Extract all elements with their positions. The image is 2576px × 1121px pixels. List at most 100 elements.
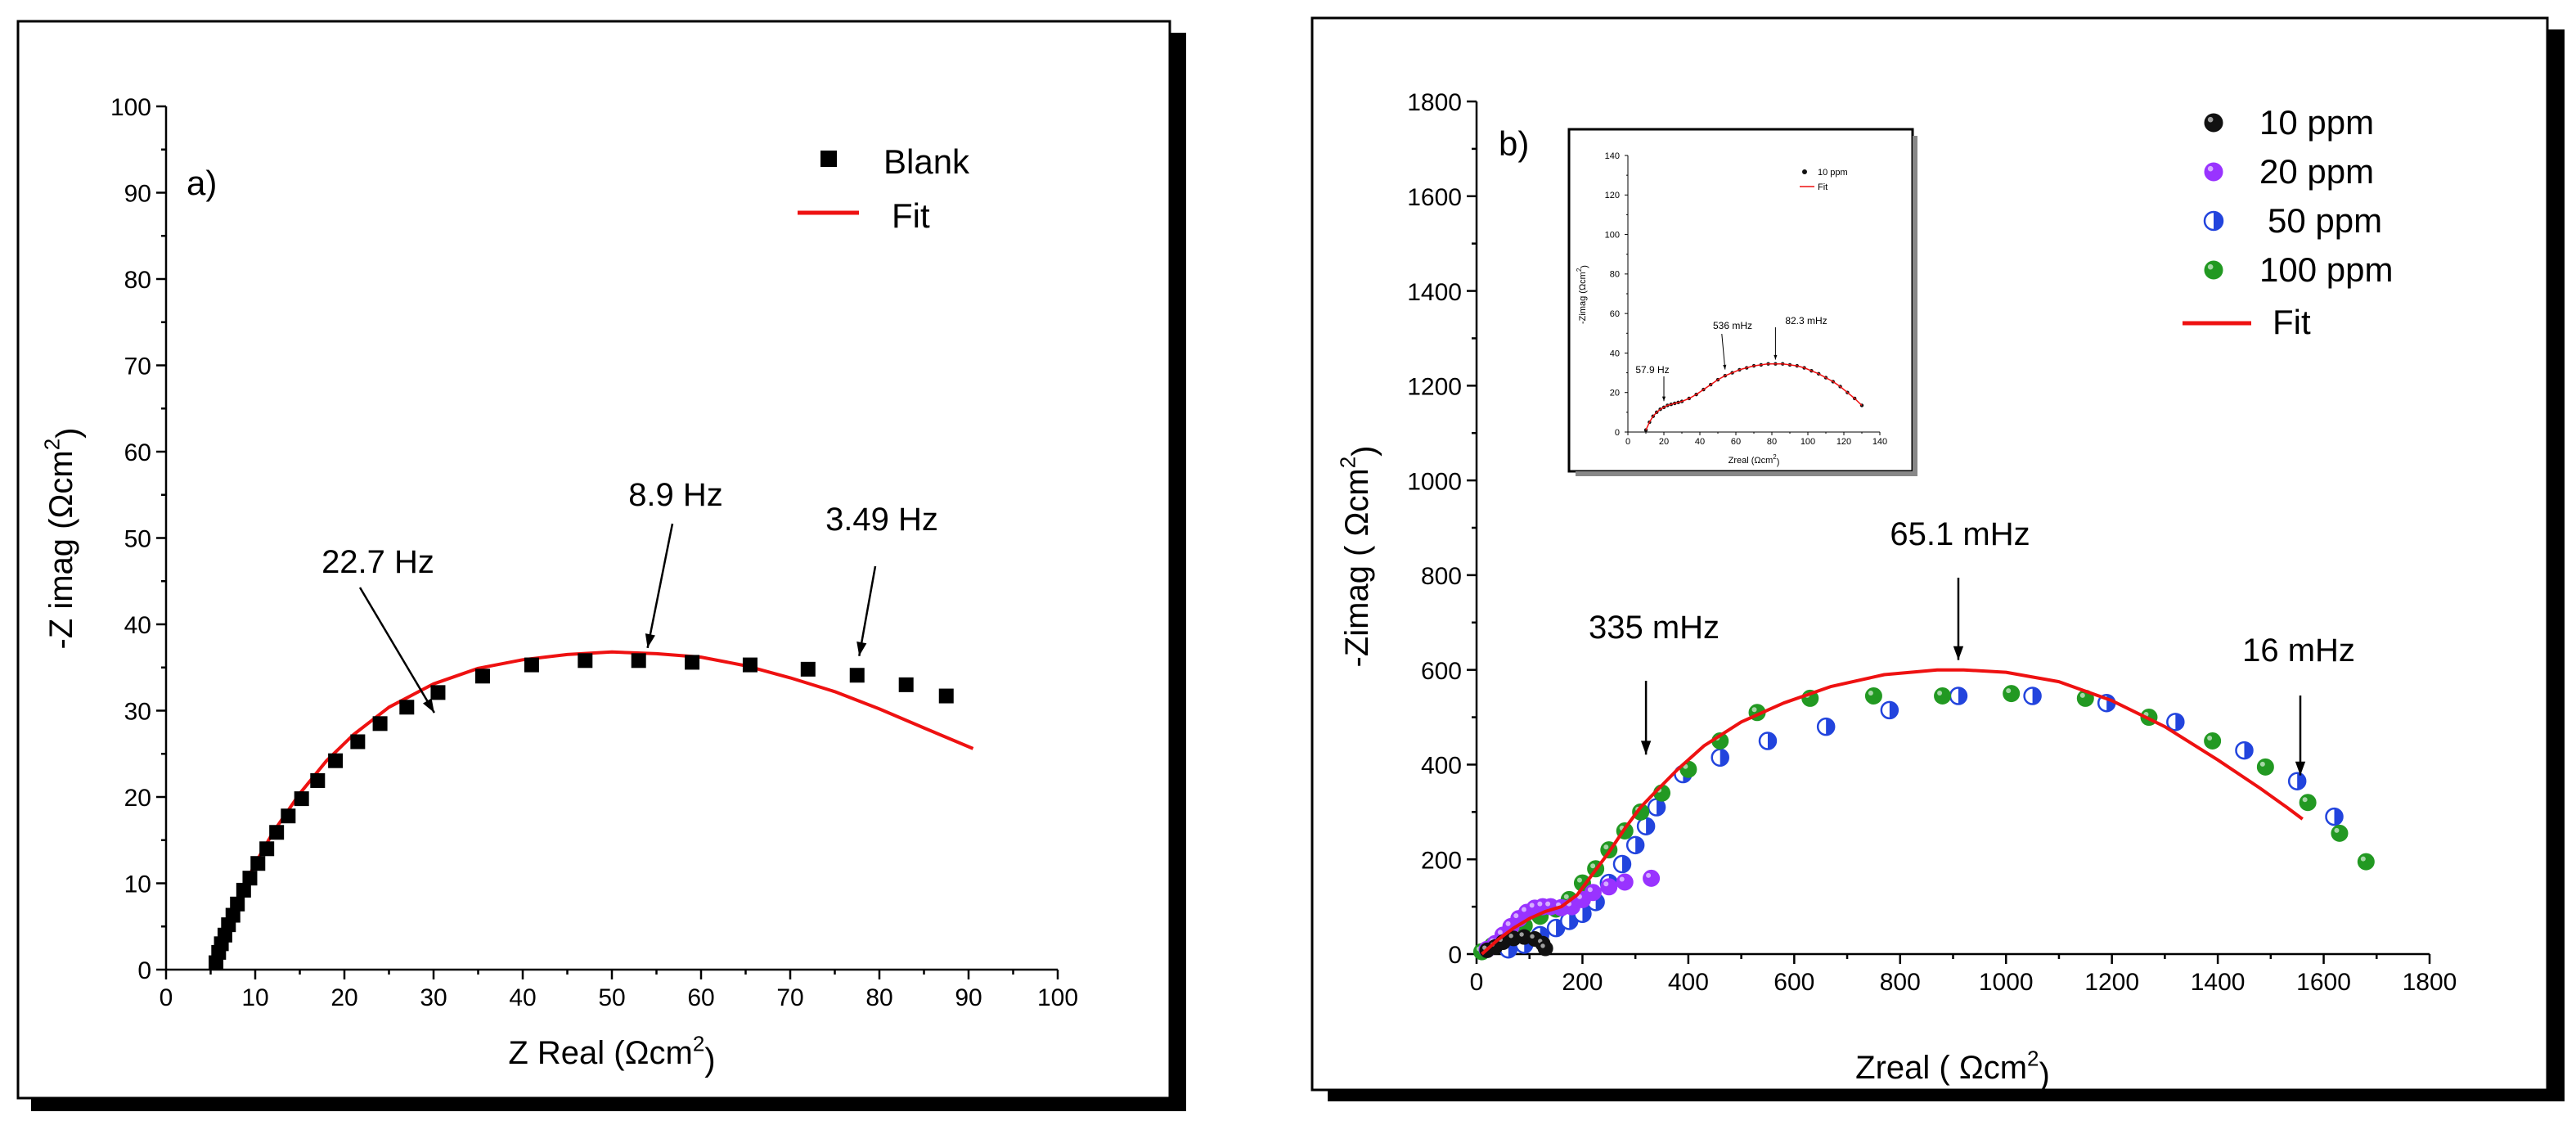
data-point-20ppm-highlight	[1619, 876, 1625, 882]
annotation-label: 22.7 Hz	[321, 544, 434, 580]
data-point-20ppm	[1643, 869, 1661, 887]
data-point-blank	[328, 753, 344, 768]
data-point-100ppm	[2357, 853, 2375, 871]
annotation-arrowhead	[856, 642, 867, 656]
annotation-arrow	[1721, 333, 1726, 370]
data-point-100ppm	[2204, 732, 2222, 750]
data-point-100ppm-highlight	[2207, 736, 2213, 741]
y-tick-label: 1000	[1407, 468, 1462, 495]
legend-label-blank: Blank	[883, 142, 970, 181]
y-tick-label: 1600	[1407, 184, 1462, 211]
data-point-50ppm-half	[1767, 732, 1776, 750]
x-tick-label: 60	[1731, 437, 1741, 447]
x-tick-label: 60	[687, 984, 714, 1011]
annotation-arrow	[646, 523, 674, 649]
inset-annotation-label: 57.9 Hz	[1635, 364, 1669, 376]
y-tick-label: 1200	[1407, 374, 1462, 401]
data-point-50ppm-half	[1657, 799, 1666, 816]
y-tick-label: 50	[124, 526, 151, 553]
y-tick-label: 100	[1605, 230, 1620, 240]
y-tick-label: 40	[1610, 349, 1620, 358]
data-point-100ppm	[2331, 824, 2349, 842]
x-tick-label: 400	[1668, 969, 1709, 996]
annotation-label: 3.49 Hz	[825, 502, 938, 538]
inset-y-axis-label: -Zimag (Ωcm2)	[1576, 265, 1589, 324]
data-point-blank	[350, 734, 366, 750]
x-axis-label: Z Real (Ωcm2)	[508, 1031, 715, 1078]
inset-annotation-label: 82.3 mHz	[1785, 315, 1827, 326]
y-axis-label: -Zimag ( Ωcm2)	[1335, 445, 1382, 667]
data-point-blank	[800, 661, 816, 677]
data-point-100ppm-highlight	[2259, 761, 2265, 767]
annotation-label: 16 mHz	[2242, 633, 2355, 669]
annotation-arrowhead	[422, 698, 434, 714]
y-tick-label: 0	[1615, 428, 1620, 438]
panel-a: 0 10 20 30 40 50 60 70 80 90 100 0 10 20 30 40 50 60 70 80 9…	[39, 94, 1078, 1078]
data-point-100ppm-highlight	[1937, 691, 1943, 696]
y-tick-label: 0	[137, 957, 151, 984]
data-point-100ppm	[1934, 687, 1952, 705]
legend-marker-20ppm	[2204, 162, 2223, 182]
inset-legend-label-10ppm: 10 ppm	[1818, 168, 1848, 178]
data-point-20ppm-highlight	[1521, 907, 1526, 912]
legend-label-100ppm: 100 ppm	[2259, 250, 2393, 289]
x-tick-label: 40	[509, 984, 536, 1011]
data-point-blank	[849, 668, 865, 683]
legend-label-10ppm: 10 ppm	[2259, 103, 2374, 142]
x-tick-label: 800	[1880, 969, 1921, 996]
annotation-arrowhead	[1661, 396, 1666, 402]
data-point-100ppm-highlight	[2360, 856, 2366, 862]
x-tick-label: 50	[598, 984, 625, 1011]
data-point-100ppm	[2299, 794, 2317, 812]
y-tick-label: 600	[1421, 658, 1462, 685]
series-line-fit	[1645, 362, 1863, 430]
data-point-50ppm-half	[2032, 687, 2041, 705]
inset-frame	[1567, 128, 1914, 473]
y-tick-label: 140	[1605, 151, 1620, 161]
x-tick-label: 1200	[2084, 969, 2139, 996]
annotation-arrowhead	[1723, 364, 1727, 370]
data-point-100ppm	[1864, 687, 1882, 705]
data-point-100ppm-highlight	[1563, 894, 1569, 899]
data-point-50ppm-half	[1958, 687, 1967, 705]
x-tick-label: 100	[1801, 437, 1815, 447]
panel-b: 0 200 400 600 800 1000 1200 1400 1600 18000200400…	[1335, 89, 2457, 1092]
data-point-20ppm-highlight	[1603, 881, 1609, 887]
data-point-100ppm-highlight	[1590, 863, 1596, 869]
data-point-100ppm-highlight	[1576, 877, 1582, 883]
data-point-blank	[524, 657, 539, 673]
y-tick-label: 60	[124, 439, 151, 466]
data-point-blank	[250, 856, 266, 871]
data-point-10ppm-highlight	[1519, 932, 1524, 937]
x-tick-label: 20	[1659, 437, 1669, 447]
data-point-20ppm-highlight	[1529, 903, 1535, 908]
panel-b-inset: 0 20 40 60 80 100 120 140 0 20 40 60 80 100 120 140 Zrea…	[1567, 128, 1917, 476]
y-tick-label: 1800	[1407, 89, 1462, 116]
x-tick-label: 600	[1774, 969, 1814, 996]
data-point-blank	[938, 688, 954, 704]
data-point-blank	[230, 896, 245, 912]
data-point-50ppm-half	[1826, 718, 1835, 736]
y-tick-label: 80	[1610, 270, 1620, 280]
data-point-20ppm-highlight	[1646, 872, 1652, 878]
y-axis-label: -Z imag (Ωcm2)	[39, 427, 86, 649]
data-point-50ppm-half	[1720, 749, 1729, 766]
y-tick-label: 200	[1421, 847, 1462, 874]
x-tick-label: 100	[1037, 984, 1078, 1011]
panel-label: a)	[187, 164, 217, 202]
data-point-20ppm-highlight	[1545, 901, 1551, 907]
legend-marker-20ppm-highlight	[2207, 165, 2214, 172]
x-tick-label: 90	[955, 984, 982, 1011]
annotation-arrowhead	[1774, 354, 1778, 360]
x-tick-label: 120	[1836, 437, 1851, 447]
y-tick-label: 80	[124, 267, 151, 294]
panel-a-frame	[16, 20, 1171, 1100]
y-tick-label: 0	[1448, 942, 1462, 969]
x-tick-label: 1400	[2191, 969, 2246, 996]
x-tick-label: 0	[1470, 969, 1484, 996]
x-tick-label: 0	[160, 984, 173, 1011]
x-tick-label: 0	[1625, 437, 1630, 447]
legend-marker-100ppm	[2204, 260, 2223, 280]
data-point-50ppm-half	[2334, 808, 2343, 826]
